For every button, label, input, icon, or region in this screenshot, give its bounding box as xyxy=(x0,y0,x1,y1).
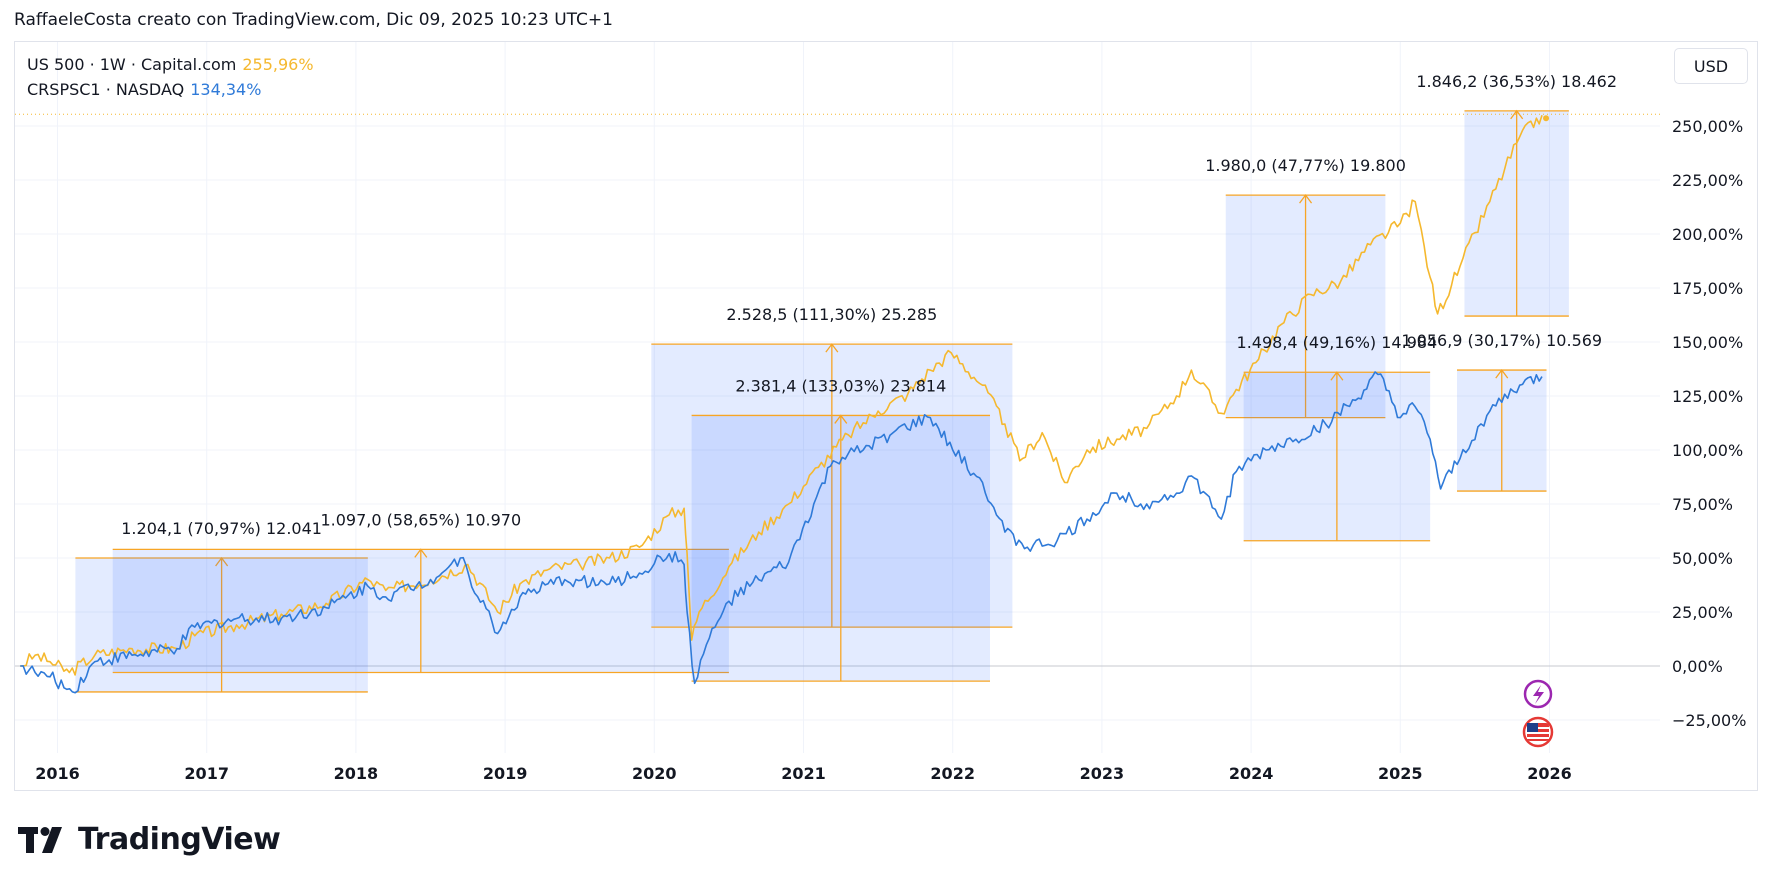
y-tick-label: 25,00% xyxy=(1672,603,1733,622)
flash-event-icon[interactable] xyxy=(1523,679,1553,709)
measurement-arrow-head xyxy=(1495,368,1509,379)
y-axis: 250,00% 225,00% 200,00% 175,00% 150,00% 125,0… xyxy=(1672,117,1746,730)
measurement-boxes xyxy=(75,109,1569,693)
y-tick-label: 225,00% xyxy=(1672,171,1743,190)
legend-label: US 500 · 1W · Capital.com xyxy=(27,55,237,74)
series-lines xyxy=(15,113,1660,694)
measurement-arrow-head xyxy=(215,556,229,567)
y-tick-label: 0,00% xyxy=(1672,657,1723,676)
tradingview-wordmark: TradingView xyxy=(78,822,281,857)
x-tick-label: 2016 xyxy=(35,764,80,783)
measurement-label: 1.846,2 (36,53%) 18.462 xyxy=(1416,72,1617,91)
legend-item-crspsc1[interactable]: CRSPSC1 · NASDAQ 134,34% xyxy=(27,77,314,102)
measurement-arrow-head xyxy=(1299,194,1313,204)
measurement-arrow-head xyxy=(1510,109,1524,120)
y-tick-label: 200,00% xyxy=(1672,225,1743,244)
measurement-label: 2.528,5 (111,30%) 25.285 xyxy=(726,305,937,324)
y-tick-label: 75,00% xyxy=(1672,495,1733,514)
legend-label: CRSPSC1 · NASDAQ xyxy=(27,80,185,99)
measurement-label: 1.498,4 (49,16%) 14.984 xyxy=(1237,333,1438,352)
y-tick-label: 125,00% xyxy=(1672,387,1743,406)
tradingview-logo[interactable]: TradingView xyxy=(18,822,281,857)
y-tick-label: 175,00% xyxy=(1672,279,1743,298)
last-price-dot xyxy=(1543,115,1550,122)
legend-value: 255,96% xyxy=(242,55,314,74)
measurement-label: 1.056,9 (30,17%) 10.569 xyxy=(1401,331,1602,350)
measurement-label: 1.980,0 (47,77%) 19.800 xyxy=(1205,156,1406,175)
x-tick-label: 2024 xyxy=(1229,764,1274,783)
y-tick-label: −25,00% xyxy=(1672,711,1746,730)
legend: US 500 · 1W · Capital.com 255,96% CRSPSC1… xyxy=(27,52,314,102)
x-tick-label: 2019 xyxy=(483,764,528,783)
chart-frame xyxy=(14,41,1758,791)
x-tick-label: 2022 xyxy=(930,764,975,783)
x-tick-label: 2020 xyxy=(632,764,677,783)
tradingview-logo-icon xyxy=(18,826,62,853)
measurement-label: 1.097,0 (58,65%) 10.970 xyxy=(320,510,521,529)
measurement-label: 2.381,4 (133,03%) 23.814 xyxy=(735,376,946,395)
measurement-arrow-head xyxy=(414,548,428,558)
currency-button[interactable]: USD xyxy=(1674,48,1748,84)
event-markers xyxy=(1522,679,1554,748)
measurement-arrow-head xyxy=(825,343,839,353)
y-tick-label: 150,00% xyxy=(1672,333,1743,352)
y-tick-label: 100,00% xyxy=(1672,441,1743,460)
x-tick-label: 2026 xyxy=(1527,764,1572,783)
measurement-arrow-head xyxy=(834,414,848,424)
x-tick-label: 2021 xyxy=(781,764,826,783)
measurement-arrow-head xyxy=(1330,371,1344,381)
y-tick-label: 50,00% xyxy=(1672,549,1733,568)
measurement-label: 1.204,1 (70,97%) 12.041 xyxy=(121,519,322,538)
x-tick-label: 2023 xyxy=(1080,764,1125,783)
x-tick-label: 2018 xyxy=(334,764,379,783)
legend-item-us500[interactable]: US 500 · 1W · Capital.com 255,96% xyxy=(27,52,314,77)
y-tick-label: 250,00% xyxy=(1672,117,1743,136)
series-line-1 xyxy=(20,371,1543,694)
us-flag-event-icon[interactable] xyxy=(1522,716,1554,748)
chart-credit: RaffaeleCosta creato con TradingView.com… xyxy=(14,10,613,30)
x-tick-label: 2017 xyxy=(184,764,229,783)
legend-value: 134,34% xyxy=(190,80,262,99)
x-tick-label: 2025 xyxy=(1378,764,1423,783)
series-line-0 xyxy=(20,114,1543,676)
x-axis: 2016 2017 2018 2019 2020 2021 2022 2023 2024 2025… xyxy=(35,764,1572,783)
